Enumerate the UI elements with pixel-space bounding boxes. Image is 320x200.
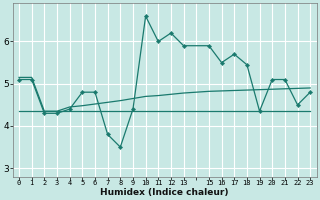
X-axis label: Humidex (Indice chaleur): Humidex (Indice chaleur) — [100, 188, 229, 197]
